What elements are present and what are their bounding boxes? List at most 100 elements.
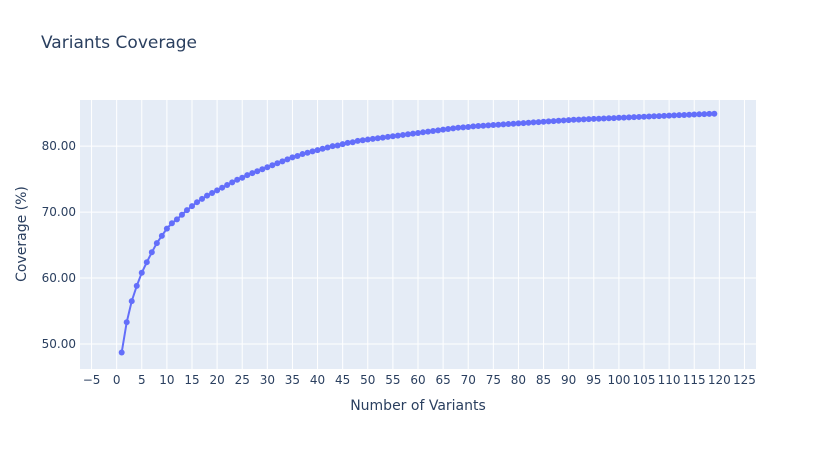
data-point — [520, 120, 527, 127]
data-point — [610, 115, 617, 122]
data-point — [369, 135, 376, 142]
data-point — [600, 115, 607, 122]
x-tick-label: 50 — [360, 373, 375, 387]
data-point — [269, 162, 276, 169]
data-point — [641, 113, 647, 120]
data-point — [189, 203, 195, 210]
data-point — [329, 143, 336, 150]
x-tick-label: 75 — [486, 373, 501, 387]
data-point — [173, 216, 180, 223]
data-point — [178, 211, 185, 218]
data-point — [445, 126, 452, 133]
data-point — [415, 129, 421, 136]
data-point — [123, 319, 130, 326]
data-point — [224, 182, 231, 189]
x-tick-label: 20 — [209, 373, 224, 387]
data-point — [540, 118, 547, 125]
data-point — [615, 114, 622, 121]
x-tick-label: 85 — [536, 373, 551, 387]
data-point — [485, 122, 492, 129]
data-point — [535, 119, 542, 126]
x-tick-label: −5 — [83, 373, 101, 387]
data-point — [254, 168, 261, 175]
data-point — [505, 121, 512, 128]
y-tick-label: 80.00 — [42, 139, 76, 153]
data-point — [148, 249, 155, 256]
data-point — [259, 166, 266, 173]
x-tick-label: 35 — [285, 373, 300, 387]
data-point — [656, 113, 663, 120]
x-tick-label: 120 — [708, 373, 731, 387]
data-point — [430, 127, 437, 134]
data-point — [143, 259, 150, 266]
series-markers — [118, 110, 718, 356]
data-point — [435, 127, 442, 134]
x-tick-label: 55 — [385, 373, 400, 387]
data-point — [651, 113, 658, 120]
data-point — [470, 123, 477, 130]
data-point — [525, 119, 532, 126]
data-point — [671, 112, 678, 119]
data-point — [661, 112, 668, 119]
data-point — [294, 153, 301, 160]
data-point — [359, 137, 366, 144]
x-tick-label: 45 — [335, 373, 350, 387]
data-point — [580, 116, 587, 123]
x-axis-ticks: −5 0 5 10 15 20 25 30 35 40 45 50 55 60 65 70 75 80 85 90 95… — [83, 373, 756, 387]
x-tick-label: 60 — [410, 373, 425, 387]
data-point — [354, 137, 361, 144]
data-point — [560, 117, 567, 124]
data-point — [314, 147, 321, 154]
data-point — [279, 158, 286, 165]
y-tick-label: 60.00 — [42, 271, 76, 285]
data-point — [500, 121, 507, 128]
data-point — [701, 111, 708, 118]
data-point — [304, 149, 311, 156]
gridlines — [80, 100, 756, 369]
x-tick-label: 40 — [310, 373, 325, 387]
data-point — [530, 119, 537, 126]
data-point — [585, 116, 592, 123]
x-tick-label: 80 — [511, 373, 526, 387]
data-point — [133, 282, 140, 289]
data-point — [204, 192, 211, 199]
x-tick-label: 110 — [658, 373, 681, 387]
data-point — [163, 225, 170, 232]
data-point — [711, 110, 718, 117]
data-point — [460, 124, 467, 131]
chart-title: Variants Coverage — [41, 33, 198, 53]
data-point — [209, 189, 216, 196]
data-point — [339, 141, 346, 148]
data-point — [565, 117, 572, 124]
data-point — [344, 139, 351, 146]
data-point — [219, 184, 226, 191]
data-point — [374, 135, 381, 142]
data-point — [681, 111, 688, 118]
data-point — [420, 129, 427, 136]
x-tick-label: 125 — [733, 373, 756, 387]
x-axis-title: Number of Variants — [350, 398, 486, 414]
data-point — [605, 115, 612, 122]
data-point — [676, 112, 683, 119]
data-point — [153, 240, 160, 247]
data-point — [324, 144, 331, 151]
x-tick-label: 30 — [260, 373, 275, 387]
y-tick-label: 70.00 — [42, 205, 76, 219]
data-point — [239, 174, 246, 181]
data-point — [646, 113, 653, 120]
data-point — [244, 172, 251, 179]
data-point — [389, 133, 396, 140]
data-point — [706, 110, 713, 117]
data-point — [510, 120, 517, 127]
data-point — [555, 117, 562, 124]
data-point — [590, 115, 597, 122]
data-point — [319, 145, 326, 152]
data-point — [440, 126, 447, 133]
data-point — [364, 136, 371, 143]
data-point — [409, 130, 416, 137]
data-point — [199, 195, 206, 202]
x-tick-label: 115 — [683, 373, 706, 387]
data-point — [620, 114, 627, 121]
data-point — [455, 124, 462, 131]
x-tick-label: 105 — [633, 373, 656, 387]
